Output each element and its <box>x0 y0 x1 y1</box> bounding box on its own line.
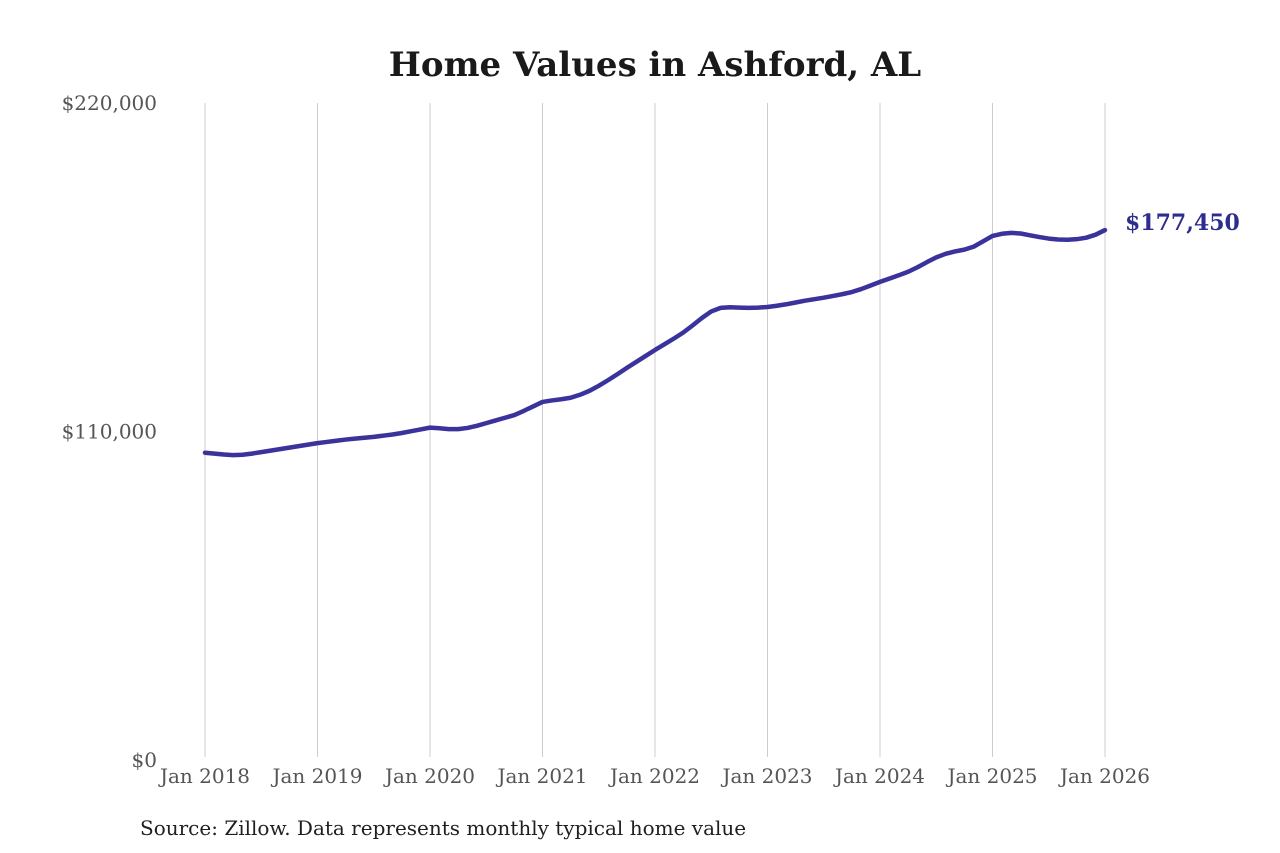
y-axis-label: $0 <box>132 748 157 772</box>
y-axis-labels: $220,000 $110,000 $0 <box>62 91 157 772</box>
x-axis-label: Jan 2018 <box>158 764 250 788</box>
x-axis-label: Jan 2020 <box>383 764 475 788</box>
x-axis-labels: Jan 2018 Jan 2019 Jan 2020 Jan 2021 Jan 2022… <box>158 764 1150 788</box>
x-axis-label: Jan 2024 <box>833 764 925 788</box>
y-axis-label: $220,000 <box>62 91 157 115</box>
gridlines-layer <box>204 103 1106 757</box>
x-axis-label: Jan 2021 <box>495 764 587 788</box>
x-axis-label: Jan 2025 <box>945 764 1037 788</box>
y-axis-label: $110,000 <box>62 420 157 444</box>
x-axis-label: Jan 2019 <box>270 764 362 788</box>
page-title: Home Values in Ashford, AL <box>389 45 922 85</box>
x-axis-label: Jan 2023 <box>720 764 812 788</box>
x-axis-label: Jan 2022 <box>608 764 700 788</box>
value-line <box>202 227 1108 458</box>
x-axis-label: Jan 2026 <box>1058 764 1150 788</box>
source-note: Source: Zillow. Data represents monthly … <box>140 816 746 840</box>
end-value-label: $177,450 <box>1125 210 1240 236</box>
